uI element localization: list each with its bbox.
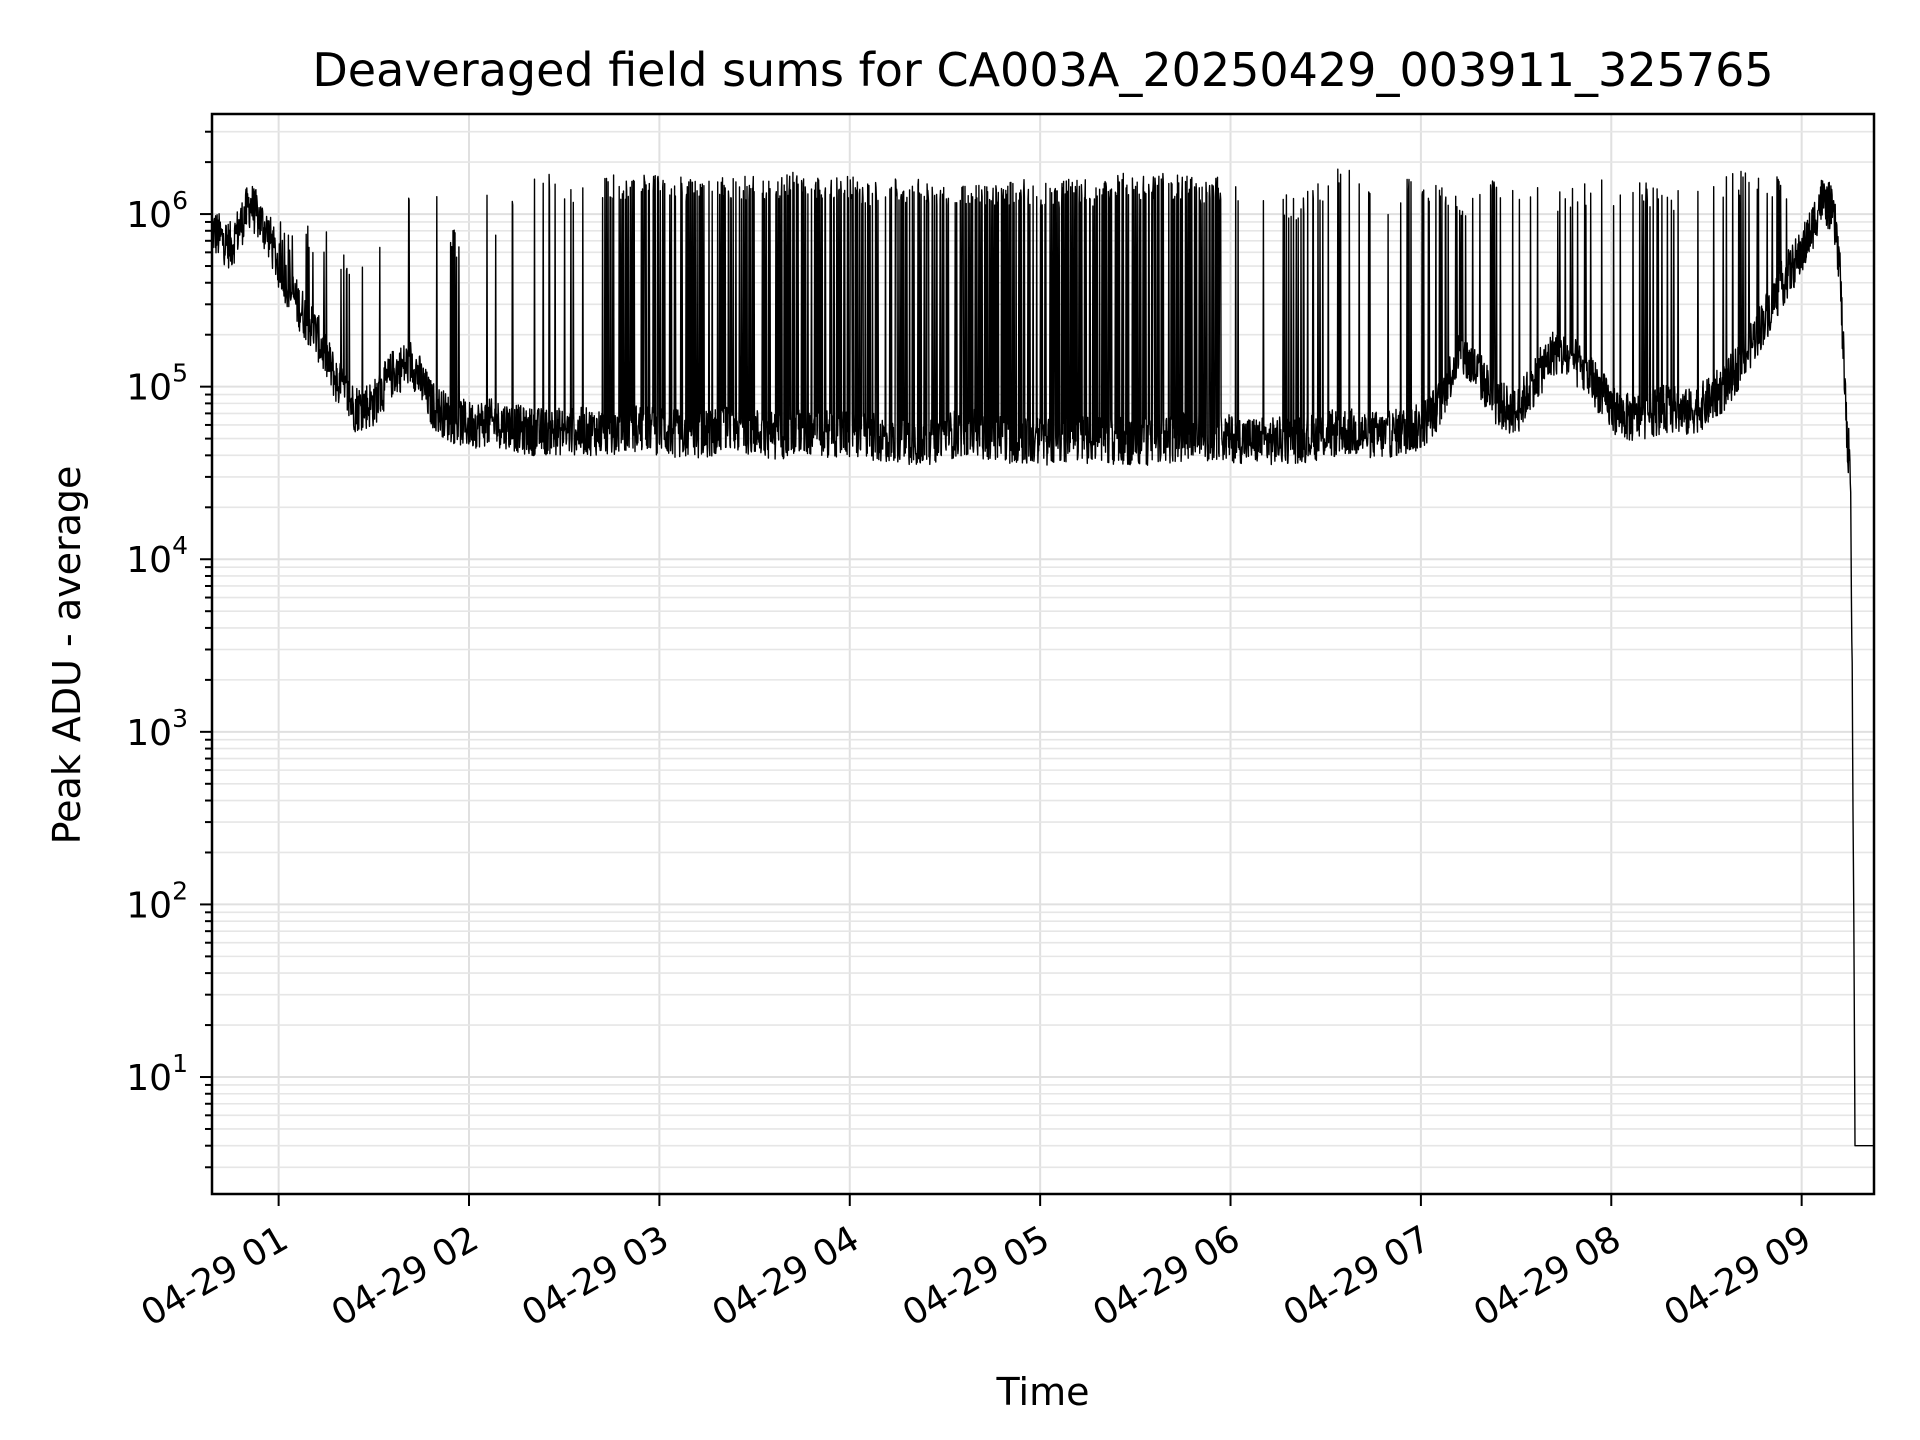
y-tick-label: 102	[126, 876, 188, 926]
x-tick-label: 04-29 02	[325, 1218, 486, 1334]
x-tick-label: 04-29 01	[134, 1218, 295, 1334]
y-tick-label: 101	[126, 1049, 188, 1099]
y-tick-label: 105	[126, 359, 188, 409]
x-axis-label: Time	[996, 1370, 1090, 1414]
x-tick-label: 04-29 03	[515, 1218, 676, 1334]
y-tick-label: 103	[126, 704, 188, 754]
y-axis-label: Peak ADU - average	[45, 466, 89, 845]
series-line	[211, 168, 1875, 1147]
x-tick-label: 04-29 09	[1657, 1218, 1818, 1334]
x-tick-label: 04-29 05	[896, 1218, 1057, 1334]
plot-frame	[210, 112, 1876, 1196]
series-layer	[211, 168, 1875, 1147]
x-tick-label: 04-29 06	[1086, 1218, 1247, 1334]
x-tick-label: 04-29 04	[706, 1218, 867, 1334]
grid-layer	[212, 114, 1874, 1194]
chart-title: Deaveraged field sums for CA003A_2025042…	[312, 43, 1773, 97]
x-tick-label: 04-29 08	[1467, 1218, 1628, 1334]
y-tick-label: 106	[126, 186, 188, 236]
y-tick-label: 104	[126, 531, 188, 581]
x-tick-label: 04-29 07	[1277, 1218, 1438, 1334]
